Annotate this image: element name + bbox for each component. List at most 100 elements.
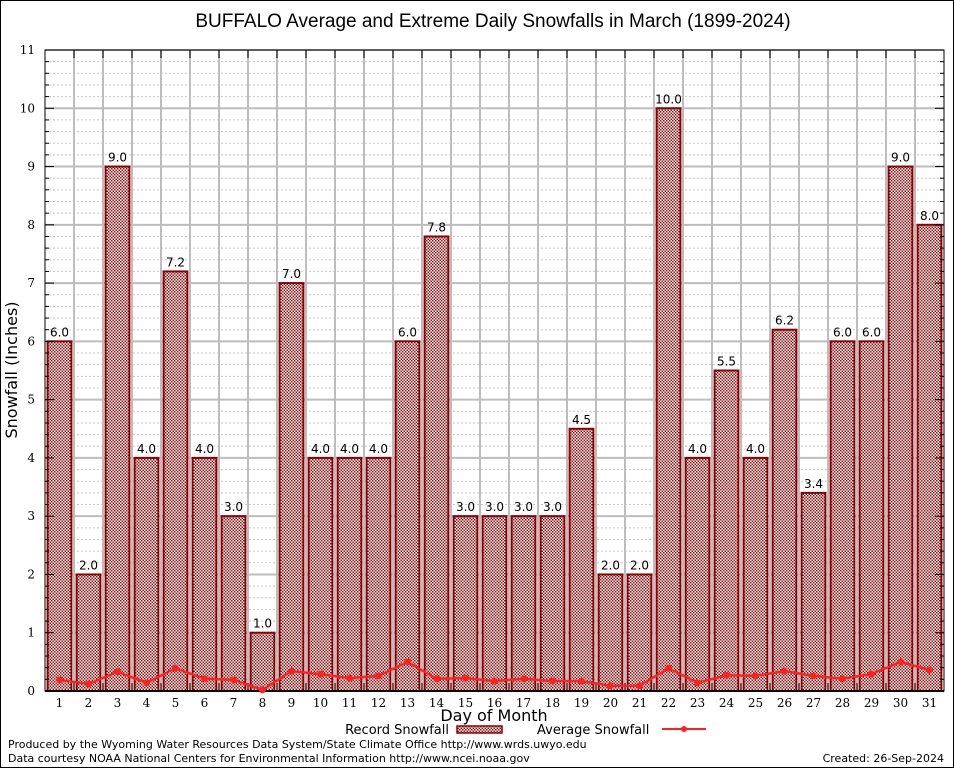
record-bar [887,165,914,692]
x-tick-label: 5 [172,696,180,710]
x-tick-label: 31 [922,696,937,710]
record-bar [452,515,479,692]
bar-value-label: 4.0 [195,442,214,456]
average-marker [781,667,788,675]
y-tick-label: 5 [27,393,35,407]
record-bar [713,369,740,692]
bar-value-label: 9.0 [891,151,910,165]
bar-labels: 6.0 2.0 9.0 4.0 7.2 4.0 3.0 1.0 7.0 4.0 4.0 4.0 6.0 7… [50,92,939,630]
bars [46,107,943,693]
average-marker [346,674,353,682]
x-tick-label: 30 [893,696,908,710]
x-tick-label: 9 [288,696,296,710]
bar-value-label: 2.0 [79,558,98,572]
record-bar [75,573,102,692]
record-bar [510,515,537,692]
legend-record-swatch [456,725,503,734]
average-marker [665,664,672,672]
y-tick-label: 11 [20,43,35,57]
average-marker [317,670,324,678]
bar-value-label: 9.0 [108,151,127,165]
record-bar [597,573,624,692]
bar-value-label: 4.0 [340,442,359,456]
record-bar [307,456,334,692]
x-tick-label: 11 [342,696,357,710]
x-tick-label: 13 [400,696,415,710]
record-bar [365,456,392,692]
average-marker [839,675,846,683]
bar-value-label: 6.0 [833,325,852,339]
bar-value-label: 7.2 [166,255,185,269]
y-tick-label: 0 [27,684,35,698]
footer-line2: Data courtesy NOAA National Centers for … [8,752,530,765]
average-marker [723,671,730,679]
average-marker [114,668,121,676]
average-marker [288,667,295,675]
average-marker [578,677,585,685]
x-tick-label: 20 [603,696,618,710]
x-tick-label: 14 [429,696,445,710]
x-tick-label: 7 [230,696,238,710]
record-bar [655,107,682,693]
x-tick-label: 18 [545,696,560,710]
bar-value-label: 3.4 [804,477,823,491]
average-marker [85,680,92,688]
average-marker [491,677,498,685]
average-marker [143,679,150,687]
x-tick-label: 23 [690,696,705,710]
bar-value-label: 4.5 [572,413,591,427]
record-bar [771,328,798,692]
x-tick-label: 29 [864,696,879,710]
record-bar [481,515,508,692]
bar-value-label: 5.5 [717,355,736,369]
x-tick-label: 16 [487,696,502,710]
legend-record-label: Record Snowfall [345,723,449,738]
bar-value-label: 7.8 [427,220,446,234]
x-tick-label: 3 [114,696,122,710]
bar-value-label: 6.0 [50,325,69,339]
average-marker [433,675,440,683]
legend: Record Snowfall Average Snowfall [345,723,706,738]
bar-value-label: 6.0 [398,325,417,339]
average-marker [462,674,469,682]
legend-average-label: Average Snowfall [537,723,649,738]
legend-average-marker [681,726,687,732]
x-tick-label: 6 [201,696,209,710]
record-bar [684,456,711,692]
y-tick-label: 4 [27,451,35,465]
bar-value-label: 3.0 [456,500,475,514]
footer-created: Created: 26-Sep-2024 [823,752,944,765]
average-marker [636,682,643,690]
record-bar [249,631,276,693]
x-tick-label: 27 [806,696,821,710]
bar-value-label: 3.0 [224,500,243,514]
y-tick-label: 1 [27,626,35,640]
record-bar [220,515,247,692]
average-line [56,658,933,694]
record-bar [626,573,653,692]
x-tick-label: 24 [719,696,735,710]
bar-value-label: 7.0 [282,267,301,281]
bar-value-label: 2.0 [601,558,620,572]
record-bar [742,456,769,692]
y-axis-label: Snowfall (Inches) [2,301,21,438]
bar-value-label: 4.0 [688,442,707,456]
footer-line1: Produced by the Wyoming Water Resources … [8,738,587,751]
bar-value-label: 3.0 [514,500,533,514]
average-marker [897,658,904,666]
record-bar [104,165,131,692]
y-tick-label: 7 [27,276,35,290]
x-tick-label: 25 [748,696,763,710]
chart-title: BUFFALO Average and Extreme Daily Snowfa… [195,11,790,32]
bar-value-label: 6.0 [862,325,881,339]
record-bar [539,515,566,692]
average-marker [56,676,63,684]
bar-value-label: 3.0 [485,500,504,514]
record-bar [191,456,218,692]
x-tick-label: 10 [313,696,328,710]
record-bar [568,427,595,692]
x-tick-label: 4 [143,696,151,710]
x-tick-label: 8 [259,696,267,710]
average-marker [926,666,933,674]
